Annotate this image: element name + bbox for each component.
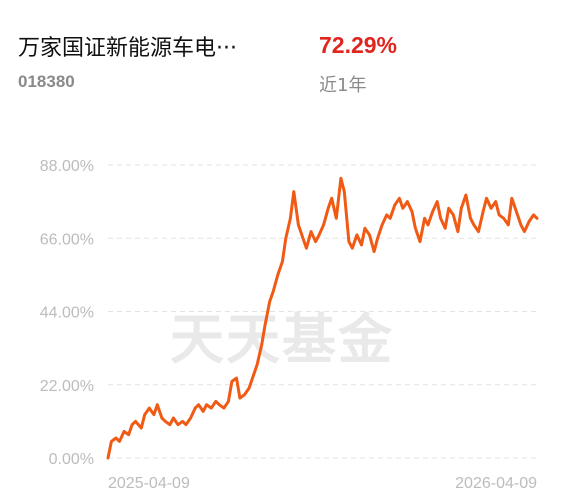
y-tick-label: 44.00% — [40, 305, 94, 322]
fund-name[interactable]: 万家国证新能源车电··· — [18, 36, 237, 61]
y-tick-label: 88.00% — [40, 158, 94, 175]
y-tick-label: 0.00% — [49, 451, 94, 468]
fund-code: 018380 — [18, 72, 75, 91]
watermark-logo: 天天基金 — [170, 307, 394, 371]
return-value: 72.29% — [319, 32, 398, 58]
y-tick-label: 22.00% — [40, 378, 94, 395]
series-layer — [106, 176, 539, 460]
return-period: 近1年 — [319, 75, 367, 96]
x-tick-label: 2026-04-09 — [455, 475, 537, 492]
x-axis-ticks: 2025-04-09 2026-04-09 — [108, 475, 537, 492]
series-line — [106, 176, 539, 460]
x-tick-label: 2025-04-09 — [108, 475, 190, 492]
y-tick-label: 66.00% — [40, 231, 94, 248]
y-axis-ticks: 0.00% 22.00% 44.00% 66.00% 88.00% — [40, 158, 94, 468]
